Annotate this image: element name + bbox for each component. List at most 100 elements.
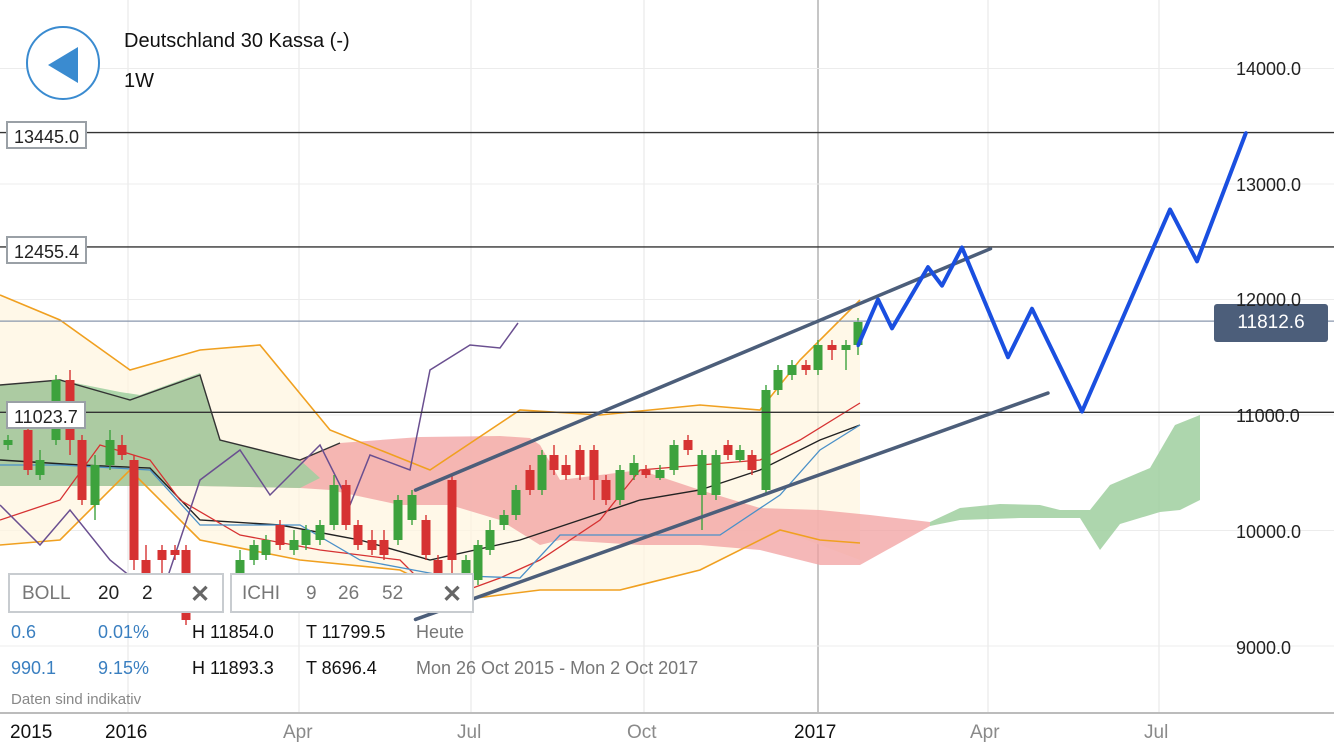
candle-body-57 (801, 365, 811, 370)
forecast-point-11 (1244, 131, 1248, 135)
forecast-point-4 (940, 284, 944, 288)
level-tag-11023[interactable]: 11023.7 (6, 401, 86, 429)
candle-body-27 (407, 495, 417, 520)
candle-body-7 (105, 440, 115, 465)
ichi-name: ICHI (242, 583, 280, 604)
boll-deviation: 2 (142, 583, 153, 604)
candle-body-60 (841, 345, 851, 350)
forecast-point-6 (1006, 355, 1010, 359)
forecast-path-line (856, 131, 1248, 414)
y-tick-10000: 10000.0 (1236, 522, 1302, 542)
candle-body-23 (353, 525, 363, 545)
candle-body-61 (853, 322, 863, 345)
range-high: H 11893.3 (192, 658, 274, 678)
day-low: T 11799.5 (306, 622, 386, 642)
candle-body-56 (787, 365, 797, 375)
candle-body-9 (129, 460, 139, 560)
range-change-percent: 9.15% (98, 658, 150, 678)
ichi-tenkan: 9 (306, 583, 317, 604)
instrument-title: Deutschland 30 Kassa (-) (124, 30, 350, 52)
candle-body-28 (421, 520, 431, 555)
candle-body-46 (655, 470, 665, 478)
candle-body-0 (3, 440, 13, 445)
candle-body-14 (235, 560, 245, 575)
y-tick-13000: 13000.0 (1236, 175, 1302, 195)
candle-body-10 (141, 560, 151, 580)
candle-body-17 (275, 525, 285, 545)
candle-body-38 (549, 455, 559, 470)
forecast-point-3 (926, 265, 930, 269)
ichi-indicator-box[interactable]: ICHI 9 26 52 ✕ (230, 573, 474, 613)
forecast-point-9 (1168, 207, 1172, 211)
boll-name: BOLL (22, 583, 71, 604)
candle-body-1 (23, 430, 33, 470)
candle-body-37 (537, 455, 547, 490)
candle-body-53 (747, 455, 757, 470)
candle-body-33 (485, 530, 495, 550)
candle-body-15 (249, 545, 259, 560)
channel-upper-line (413, 246, 993, 492)
candle-body-32 (473, 545, 483, 580)
day-high: H 11854.0 (192, 622, 274, 642)
range-low: T 8696.4 (306, 658, 377, 678)
forecast-point-7 (1030, 307, 1034, 311)
candle-body-16 (261, 540, 271, 555)
candle-body-26 (393, 500, 403, 540)
x-tick-2015: 2015 (10, 722, 53, 743)
candle-body-21 (329, 485, 339, 525)
forecast-point-0 (856, 344, 860, 348)
y-tick-12000: 12000.0 (1236, 290, 1302, 310)
bollinger-upper-line (0, 294, 861, 471)
candle-body-54 (761, 390, 771, 490)
range-label: Mon 26 Oct 2015 - Mon 2 Oct 2017 (416, 658, 699, 678)
boll-remove-icon[interactable]: ✕ (190, 581, 211, 608)
candle-body-31 (461, 560, 471, 575)
y-tick-14000: 14000.0 (1236, 59, 1302, 79)
candle-body-20 (315, 525, 325, 540)
x-tick-apr-2017: Apr (970, 722, 1000, 743)
boll-indicator-box[interactable]: BOLL 20 2 ✕ (8, 573, 224, 613)
candle-body-18 (289, 540, 299, 550)
candle-body-19 (301, 530, 311, 545)
data-disclaimer: Daten sind indikativ (11, 691, 142, 708)
candle-body-25 (379, 540, 389, 555)
ichi-remove-icon[interactable]: ✕ (442, 581, 463, 608)
ichi-kijun: 26 (338, 583, 360, 604)
back-button[interactable] (26, 26, 100, 100)
candle-body-5 (77, 440, 87, 500)
forecast-point-1 (876, 298, 880, 301)
x-tick-2016: 2016 (105, 722, 148, 743)
candle-body-50 (711, 455, 721, 495)
candle-body-42 (601, 480, 611, 500)
candle-body-52 (735, 450, 745, 460)
candle-body-41 (589, 450, 599, 480)
level-tag-12455[interactable]: 12455.4 (6, 236, 88, 264)
candle-body-30 (447, 480, 457, 560)
interval-label: 1W (124, 70, 154, 92)
x-tick-jul-2017: Jul (1144, 722, 1169, 743)
candle-body-45 (641, 470, 651, 475)
candle-body-2 (35, 460, 45, 475)
current-price-tag: 11812.6 (1214, 304, 1328, 342)
ichimoku-cloud-green-right (930, 415, 1200, 550)
day-change-percent: 0.01% (98, 622, 150, 642)
channel-lower-line (413, 391, 1050, 622)
ichi-senkou: 52 (382, 583, 404, 604)
candle-body-6 (90, 465, 100, 505)
x-tick-2017: 2017 (794, 722, 837, 743)
candle-body-8 (117, 445, 127, 455)
candle-body-40 (575, 450, 585, 475)
candle-body-36 (525, 470, 535, 490)
back-arrow-icon (48, 47, 78, 83)
forecast-point-5 (960, 246, 964, 250)
day-change-points: 0.6 (11, 622, 37, 642)
candle-body-39 (561, 465, 571, 475)
range-change-points: 990.1 (11, 658, 57, 678)
level-tag-13445[interactable]: 13445.0 (6, 121, 88, 149)
candle-body-43 (615, 470, 625, 500)
candle-body-11 (157, 550, 167, 560)
candle-body-55 (773, 370, 783, 390)
forecast-point-2 (890, 326, 894, 330)
x-tick-jul-2016: Jul (457, 722, 482, 743)
